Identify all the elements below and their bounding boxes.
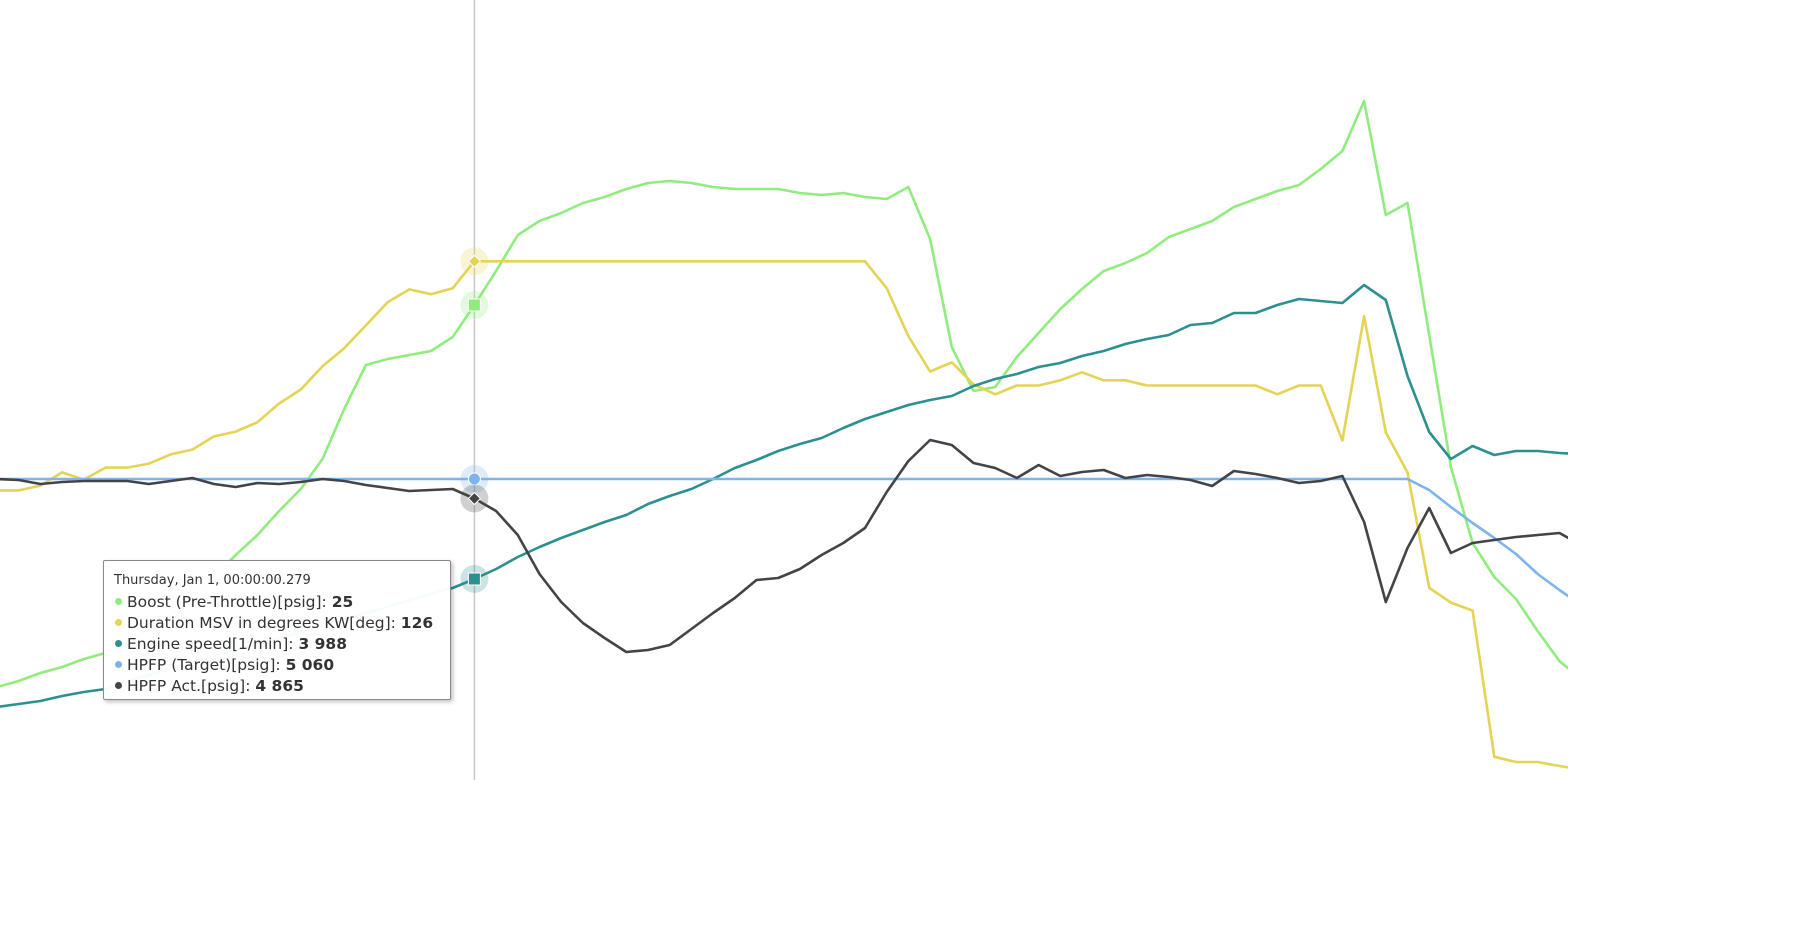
tooltip: Thursday, Jan 1, 00:00:00.279 Boost (Pre… xyxy=(103,560,451,700)
series-line xyxy=(0,260,1568,769)
tooltip-value: 4 865 xyxy=(255,677,304,695)
hover-marker xyxy=(467,491,482,506)
tooltip-row: Engine speed[1/min]3 988 xyxy=(114,634,440,655)
hover-marker xyxy=(467,472,481,486)
tooltip-series-name: Duration MSV in degrees KW[deg] xyxy=(127,614,401,632)
tooltip-row: HPFP Act.[psig]4 865 xyxy=(114,676,440,697)
tooltip-dot xyxy=(115,598,122,605)
tooltip-row: HPFP (Target)[psig]5 060 xyxy=(114,655,440,676)
series-line xyxy=(0,438,1568,654)
tooltip-dot xyxy=(115,682,122,689)
series-line xyxy=(0,99,1568,688)
tooltip-value: 5 060 xyxy=(285,656,335,674)
tooltip-series-name: HPFP (Target)[psig] xyxy=(127,656,286,674)
hover-markers xyxy=(460,0,489,780)
tooltip-series-name: Engine speed[1/min] xyxy=(127,635,298,653)
hover-marker xyxy=(467,298,481,312)
tooltip-row: Duration MSV in degrees KW[deg]126 xyxy=(114,613,440,634)
tooltip-series-name: HPFP Act.[psig] xyxy=(127,677,255,695)
hover-marker xyxy=(467,572,481,586)
tooltip-dot xyxy=(115,619,122,626)
tooltip-dot xyxy=(115,661,122,668)
tooltip-series-name: Boost (Pre-Throttle)[psig] xyxy=(127,593,332,611)
tooltip-value: 126 xyxy=(400,614,434,632)
series-line xyxy=(0,477,1568,598)
tooltip-value: 25 xyxy=(331,593,354,611)
tooltip-row: Boost (Pre-Throttle)[psig]25 xyxy=(114,592,440,613)
tooltip-title: Thursday, Jan 1, 00:00:00.279 xyxy=(114,573,311,588)
tooltip-dot xyxy=(115,640,122,647)
tooltip-value: 3 988 xyxy=(298,635,347,653)
hover-marker xyxy=(467,254,482,269)
